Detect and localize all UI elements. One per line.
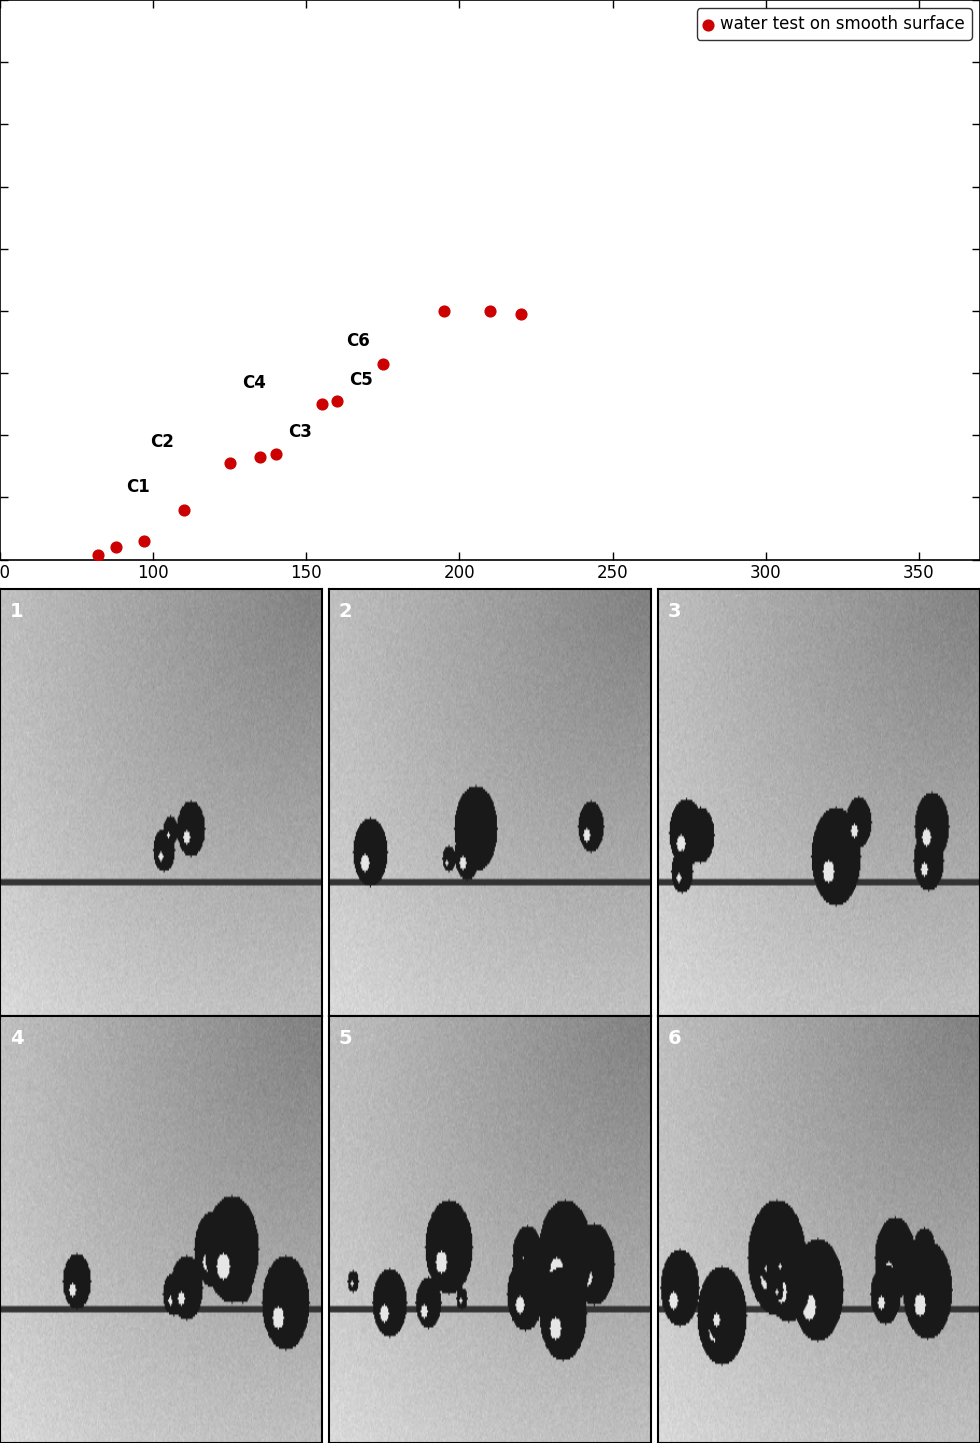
water test on smooth surface — [221, 452, 237, 475]
Text: C3: C3 — [288, 423, 312, 442]
water test on smooth surface — [268, 443, 283, 466]
Text: 4: 4 — [10, 1029, 24, 1048]
water test on smooth surface — [329, 390, 345, 413]
Text: 2: 2 — [338, 602, 352, 620]
Text: C5: C5 — [350, 371, 373, 388]
Text: C2: C2 — [150, 433, 174, 450]
water test on smooth surface — [176, 498, 192, 521]
water test on smooth surface — [90, 543, 106, 566]
Text: C6: C6 — [347, 332, 370, 351]
X-axis label: Heater power, W: Heater power, W — [399, 587, 581, 608]
water test on smooth surface — [375, 352, 391, 375]
water test on smooth surface — [513, 303, 528, 326]
water test on smooth surface — [109, 535, 124, 558]
Text: 5: 5 — [338, 1029, 352, 1048]
water test on smooth surface — [314, 392, 329, 416]
water test on smooth surface — [253, 446, 269, 469]
Legend: water test on smooth surface: water test on smooth surface — [697, 9, 971, 39]
water test on smooth surface — [482, 299, 498, 322]
Text: C1: C1 — [126, 478, 150, 496]
water test on smooth surface — [436, 299, 452, 322]
water test on smooth surface — [136, 530, 152, 553]
Text: 1: 1 — [10, 602, 24, 620]
Text: 3: 3 — [667, 602, 681, 620]
Text: 6: 6 — [667, 1029, 681, 1048]
Text: C4: C4 — [242, 374, 267, 391]
